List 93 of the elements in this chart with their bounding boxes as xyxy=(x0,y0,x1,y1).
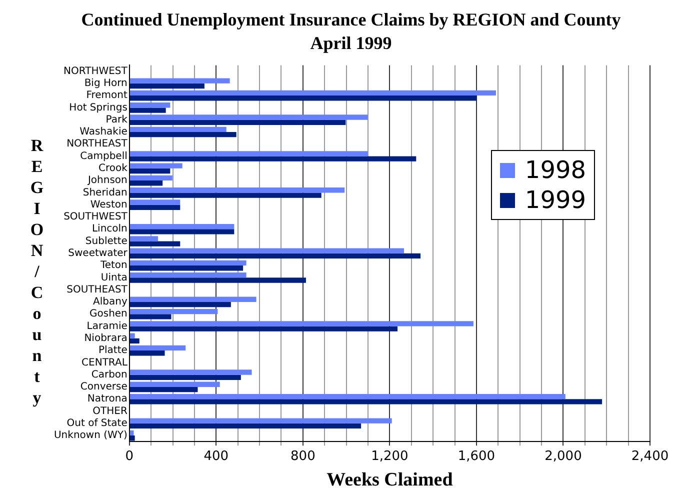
bar xyxy=(130,168,170,174)
bar xyxy=(130,350,165,356)
bar xyxy=(130,132,236,138)
y-tick-label: NORTHEAST xyxy=(66,138,128,150)
x-axis-title: Weeks Claimed xyxy=(326,470,454,491)
y-tick-label: Lincoln xyxy=(92,224,128,235)
bar xyxy=(130,200,180,205)
bar xyxy=(130,163,182,168)
y-tick-label: Uinta xyxy=(100,272,128,284)
legend-label: 1999 xyxy=(524,186,586,214)
bar xyxy=(130,386,198,392)
chart-subtitle: April 1999 xyxy=(310,33,392,54)
x-tick-label: 0 xyxy=(125,448,134,464)
bar xyxy=(130,418,392,424)
y-tick-label: Unknown (WY) xyxy=(54,430,128,442)
bar xyxy=(130,248,404,254)
y-tick-label: Natrona xyxy=(87,394,128,405)
y-tick-label: SOUTHEAST xyxy=(66,284,128,296)
y-tick-label: Big Horn xyxy=(84,78,128,90)
bar xyxy=(130,338,140,344)
bar xyxy=(130,436,135,441)
y-tick-label: Laramie xyxy=(86,320,128,332)
text: REGION/County xyxy=(30,136,44,407)
bar xyxy=(130,278,306,283)
bar xyxy=(130,321,474,326)
y-tick-label: Fremont xyxy=(86,90,128,102)
bar xyxy=(130,236,158,242)
bar xyxy=(130,108,166,113)
y-tick-label: Sublette xyxy=(85,236,128,247)
y-tick-label: Sweetwater xyxy=(68,248,128,259)
bar xyxy=(130,151,368,156)
bar xyxy=(130,399,602,404)
bar xyxy=(130,175,172,181)
y-tick-label: Carbon xyxy=(91,369,128,380)
y-tick-label: SOUTHWEST xyxy=(64,212,128,223)
bar xyxy=(130,272,246,278)
bar xyxy=(130,126,226,132)
bar xyxy=(130,204,180,210)
y-tick-label: Niobrara xyxy=(84,332,128,344)
bar xyxy=(130,96,476,101)
bar xyxy=(130,229,234,234)
y-tick-label: Sheridan xyxy=(82,187,128,198)
bar xyxy=(130,83,204,89)
bar xyxy=(130,224,234,230)
y-tick-label: Washakie xyxy=(80,126,128,138)
bar xyxy=(130,188,345,193)
bar xyxy=(130,78,230,84)
y-tick-label: Crook xyxy=(98,163,128,174)
y-tick-label: Out of State xyxy=(66,418,128,429)
y-tick-label: Albany xyxy=(93,296,128,308)
y-tick-label: Platte xyxy=(98,345,128,356)
bar xyxy=(130,241,180,246)
bar xyxy=(130,253,420,259)
bar xyxy=(130,314,172,320)
y-tick-label: NORTHWEST xyxy=(64,66,128,77)
bar xyxy=(130,302,231,308)
x-tick-label: 400 xyxy=(204,448,229,464)
bar xyxy=(130,114,368,120)
legend-label: 1998 xyxy=(524,156,586,184)
bar xyxy=(130,374,241,380)
bar xyxy=(130,260,246,266)
bar xyxy=(130,423,362,429)
y-tick-label: Converse xyxy=(80,382,128,393)
y-tick-label: Goshen xyxy=(89,308,128,320)
y-tick-label: Teton xyxy=(99,260,128,272)
bar xyxy=(130,180,163,186)
bar xyxy=(130,326,398,332)
bar xyxy=(130,370,252,375)
bar xyxy=(130,345,186,351)
bar xyxy=(130,308,218,314)
y-tick-label: OTHER xyxy=(92,406,128,417)
bar xyxy=(130,394,566,400)
bar xyxy=(130,192,322,198)
bar xyxy=(130,266,244,271)
bar xyxy=(130,156,416,162)
bar xyxy=(130,102,170,108)
y-tick-label: Johnson xyxy=(86,175,128,186)
chart-title: Continued Unemployment Insurance Claims by REGION and County xyxy=(81,9,621,30)
x-tick-label: 1,600 xyxy=(458,448,496,464)
x-tick-label: 2,000 xyxy=(544,448,582,464)
y-tick-label: CENTRAL xyxy=(82,357,128,368)
bar xyxy=(130,333,135,338)
bar xyxy=(130,296,256,302)
x-tick-label: 800 xyxy=(290,448,316,464)
y-tick-label: Hot Springs xyxy=(69,102,128,114)
y-tick-label: Weston xyxy=(90,199,128,210)
x-tick-label: 1,200 xyxy=(371,448,408,464)
bar xyxy=(130,90,496,96)
y-tick-label: Park xyxy=(106,114,128,126)
bar xyxy=(130,120,346,125)
x-tick-label: 2,400 xyxy=(631,448,669,464)
bar xyxy=(130,382,220,387)
y-tick-label: Campbell xyxy=(80,150,128,162)
